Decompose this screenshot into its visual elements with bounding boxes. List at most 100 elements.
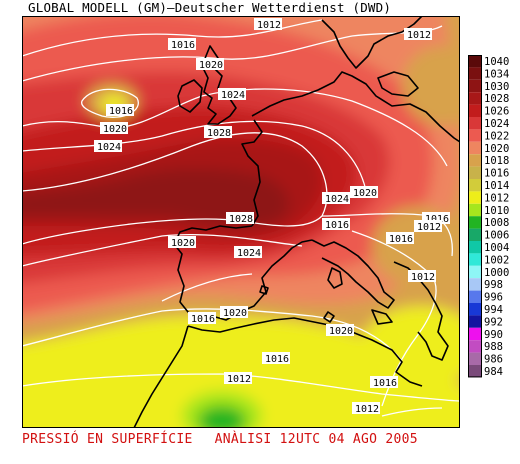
label-1012-south: 1012 — [352, 402, 380, 415]
label-1016-africa: 1016 — [262, 352, 290, 365]
legend-label: 994 — [484, 304, 503, 316]
svg-text:1016: 1016 — [425, 214, 449, 225]
legend-entry-1012: 1012 — [468, 191, 509, 204]
svg-text:1012: 1012 — [227, 374, 251, 385]
label-1012-adriatic: 1012 — [414, 220, 442, 233]
legend-label: 1016 — [484, 168, 509, 180]
legend-entry-1024: 1024 — [468, 117, 509, 130]
label-1020-med: 1020 — [326, 324, 354, 337]
legend-swatch — [468, 265, 482, 279]
svg-text:1016: 1016 — [389, 234, 413, 245]
legend-entry-984: 984 — [468, 365, 503, 378]
legend-entry-1000: 1000 — [468, 265, 509, 279]
label-1020-gibraltar: 1020 — [220, 306, 248, 319]
svg-text:1016: 1016 — [265, 354, 289, 365]
label-1016-gulf: 1016 — [322, 218, 350, 231]
legend-swatch — [468, 365, 482, 378]
label-1024-north: 1024 — [218, 88, 246, 101]
legend-entry-992: 992 — [468, 315, 503, 328]
legend-entry-988: 988 — [468, 340, 503, 353]
legend-entry-1034: 1034 — [468, 67, 509, 80]
legend-entry-1002: 1002 — [468, 253, 509, 266]
label-1020-iberia: 1020 — [168, 236, 196, 249]
legend-label: 1040 — [484, 56, 509, 68]
svg-text:1012: 1012 — [257, 20, 281, 31]
legend-entry-994: 994 — [468, 303, 503, 316]
legend-label: 1030 — [484, 81, 509, 93]
legend-label: 1012 — [484, 192, 509, 204]
svg-text:1016: 1016 — [191, 314, 215, 325]
label-1012-balkans: 1012 — [408, 270, 436, 283]
legend-swatch — [468, 290, 482, 303]
label-1016-balkans: 1016 — [386, 232, 414, 245]
legend-swatch — [468, 67, 482, 80]
legend-swatch — [468, 253, 482, 266]
svg-text:1020: 1020 — [353, 188, 377, 199]
legend-label: 1008 — [484, 217, 509, 229]
legend-entry-1014: 1014 — [468, 179, 509, 192]
legend-label: 992 — [484, 316, 503, 328]
legend-swatch — [468, 278, 482, 291]
legend-entry-1016: 1016 — [468, 166, 509, 180]
legend-entry-1010: 1010 — [468, 203, 509, 217]
label-1012-northeast: 1012 — [404, 28, 432, 41]
legend-entry-1008: 1008 — [468, 216, 509, 229]
label-1020-alps: 1020 — [350, 186, 378, 199]
legend-entry-1006: 1006 — [468, 228, 509, 242]
svg-text:1024: 1024 — [221, 90, 245, 101]
svg-text:1016: 1016 — [373, 378, 397, 389]
svg-text:1020: 1020 — [199, 60, 223, 71]
svg-text:1012: 1012 — [417, 222, 441, 233]
label-1016-east: 1016 — [370, 376, 398, 389]
legend-label: 998 — [484, 279, 503, 291]
legend-label: 988 — [484, 341, 503, 353]
pressure-map: 1012 1012 1016 1020 1016 1020 1024 1024 … — [22, 16, 460, 428]
legend-swatch — [468, 352, 482, 365]
legend-label: 1022 — [484, 130, 509, 142]
label-1024-atlantic: 1024 — [94, 140, 122, 153]
legend-label: 1004 — [484, 242, 509, 254]
legend-entry-986: 986 — [468, 352, 503, 366]
legend-swatch — [468, 303, 482, 316]
legend-label: 986 — [484, 354, 503, 366]
svg-text:1024: 1024 — [325, 194, 349, 205]
svg-text:1024: 1024 — [237, 248, 261, 259]
legend-entry-998: 998 — [468, 278, 503, 291]
svg-text:1020: 1020 — [171, 238, 195, 249]
svg-text:1028: 1028 — [229, 214, 253, 225]
legend-entry-1028: 1028 — [468, 92, 509, 105]
legend-swatch — [468, 340, 482, 353]
svg-text:1016: 1016 — [109, 106, 133, 117]
map-caption: PRESSIÓ EN SUPERFÍCIE ANÀLISI 12UTC 04 AG… — [22, 432, 492, 450]
legend-swatch — [468, 327, 482, 341]
label-1020-atlantic: 1020 — [100, 122, 128, 135]
label-1016-portugal: 1016 — [188, 312, 216, 325]
label-1012-africa: 1012 — [224, 372, 252, 385]
svg-text:1020: 1020 — [223, 308, 247, 319]
label-1016-north: 1016 — [168, 38, 196, 51]
label-1028-north: 1028 — [204, 126, 232, 139]
svg-text:1024: 1024 — [97, 142, 121, 153]
legend-label: 1014 — [484, 180, 509, 192]
legend-swatch — [468, 179, 482, 192]
legend-label: 1018 — [484, 155, 509, 167]
isobar-labels: 1012 1012 1016 1020 1016 1020 1024 1024 … — [94, 18, 450, 415]
legend-swatch — [468, 129, 482, 142]
legend-entry-996: 996 — [468, 290, 503, 304]
label-1012-north: 1012 — [254, 18, 282, 31]
svg-text:1016: 1016 — [171, 40, 195, 51]
map-title: GLOBAL MODELL (GM)—Deutscher Wetterdiens… — [28, 0, 392, 15]
legend-label: 1020 — [484, 143, 509, 155]
legend-label: 990 — [484, 329, 503, 341]
legend-swatch — [468, 203, 482, 217]
svg-text:1020: 1020 — [329, 326, 353, 337]
legend-swatch — [468, 92, 482, 105]
caption-variable: PRESSIÓ EN SUPERFÍCIE — [22, 432, 193, 447]
legend-label: 1028 — [484, 93, 509, 105]
svg-text:1012: 1012 — [407, 30, 431, 41]
legend-swatch — [468, 154, 482, 167]
legend-label: 1034 — [484, 68, 509, 80]
legend-entry-1022: 1022 — [468, 129, 509, 142]
svg-text:1028: 1028 — [207, 128, 231, 139]
legend-swatch — [468, 216, 482, 229]
